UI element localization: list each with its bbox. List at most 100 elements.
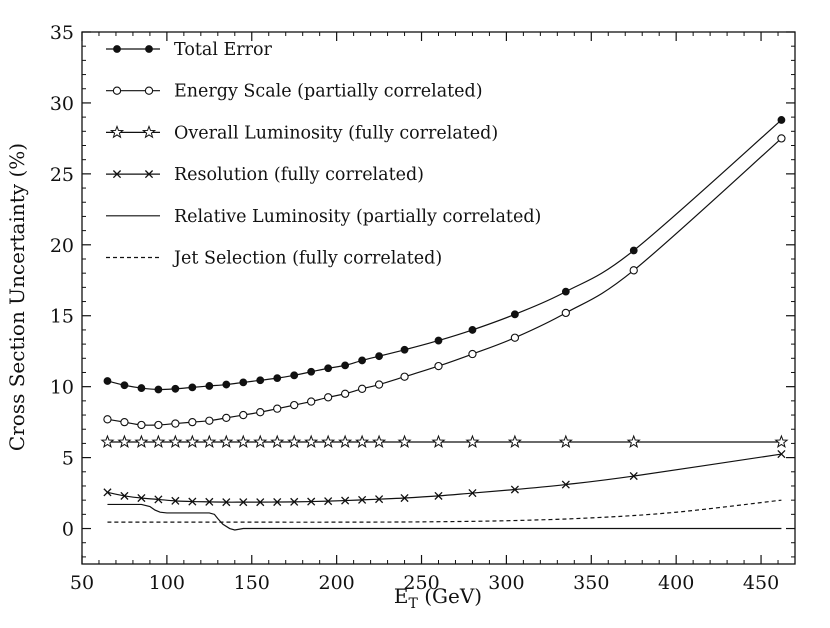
x-tick-label: 300	[488, 572, 524, 594]
legend: Total Error Energy Scale (partially corre…	[106, 40, 541, 269]
legend-label: Relative Luminosity (partially correlate…	[174, 207, 541, 227]
data-point	[358, 495, 367, 504]
data-point	[400, 372, 409, 381]
legend-entry: Energy Scale (partially correlated)	[106, 82, 483, 102]
data-point	[777, 134, 786, 143]
data-point	[357, 384, 367, 393]
data-point	[219, 434, 234, 449]
data-point	[341, 496, 350, 505]
data-point	[239, 498, 248, 507]
data-point	[468, 326, 477, 334]
legend-label: Overall Luminosity (fully correlated)	[174, 123, 498, 143]
x-tick-label: 400	[658, 572, 694, 594]
y-tick-label: 30	[50, 93, 74, 115]
data-point	[103, 415, 112, 424]
data-point	[205, 416, 214, 425]
y-tick-label: 25	[50, 164, 74, 186]
data-point	[324, 364, 333, 373]
data-point	[100, 434, 115, 449]
data-point	[507, 434, 522, 449]
data-point	[239, 378, 248, 387]
data-point	[120, 417, 129, 427]
data-point	[239, 410, 248, 420]
data-point	[561, 480, 570, 489]
data-point	[202, 434, 217, 449]
data-point	[290, 400, 299, 410]
data-point	[137, 493, 146, 503]
y-tick-label: 35	[50, 22, 74, 44]
legend-label: Jet Selection (fully correlated)	[172, 249, 442, 269]
data-point	[375, 352, 383, 361]
data-point	[120, 491, 129, 500]
legend-marker	[144, 170, 154, 179]
x-tick-label: 150	[234, 572, 270, 594]
data-point	[777, 449, 786, 459]
data-point	[561, 308, 570, 318]
x-tick-label: 350	[573, 572, 609, 594]
series-5	[107, 503, 782, 531]
y-tick-labels: 0 5 10 15 20 25 30 35	[50, 22, 74, 541]
legend-entry: Jet Selection (fully correlated)	[106, 249, 442, 269]
y-axis-title: Cross Section Uncertainty (%)	[5, 143, 29, 451]
data-point	[290, 371, 299, 380]
series-6	[107, 499, 782, 523]
data-point	[154, 385, 163, 394]
data-point	[468, 349, 477, 359]
data-point	[222, 498, 231, 507]
data-point	[629, 266, 638, 275]
x-tick-label: 200	[319, 572, 355, 594]
plot-frame	[81, 31, 796, 565]
legend-entry: Total Error	[106, 40, 273, 60]
data-point	[431, 434, 446, 449]
data-point	[134, 434, 149, 449]
data-point	[137, 384, 146, 392]
data-point	[168, 434, 183, 449]
data-point	[171, 419, 180, 428]
data-point	[270, 434, 285, 449]
data-point	[273, 404, 282, 413]
data-point	[307, 497, 316, 506]
series-3	[100, 434, 789, 449]
data-point	[151, 434, 166, 449]
data-point	[340, 389, 350, 398]
data-point	[154, 420, 163, 430]
data-point	[629, 246, 638, 255]
data-point	[171, 496, 180, 505]
data-point	[154, 495, 163, 504]
data-point	[273, 374, 282, 383]
data-point	[256, 498, 265, 507]
series-layer	[100, 116, 789, 531]
x-tick-label: 100	[149, 572, 185, 594]
data-point	[256, 408, 265, 417]
data-point	[397, 434, 412, 449]
y-tick-label: 10	[50, 377, 74, 399]
data-point	[434, 361, 443, 371]
data-point	[561, 287, 570, 296]
legend-entry: Overall Luminosity (fully correlated)	[106, 123, 498, 143]
data-point	[774, 434, 789, 449]
data-point	[120, 381, 129, 390]
legend-label: Total Error	[174, 40, 273, 60]
y-tick-label: 0	[62, 519, 74, 541]
legend-marker	[113, 45, 121, 53]
axis-ticks	[81, 31, 796, 564]
data-point	[185, 434, 200, 449]
series-4	[103, 449, 786, 507]
data-point	[137, 420, 146, 430]
data-point	[372, 434, 387, 449]
data-point	[253, 434, 268, 449]
data-point	[324, 497, 333, 506]
legend-label: Resolution (fully correlated)	[174, 165, 424, 185]
data-point	[374, 380, 384, 389]
x-tick-label: 450	[743, 572, 779, 594]
data-point	[171, 384, 180, 393]
data-point	[188, 497, 197, 506]
data-point	[358, 356, 367, 365]
data-point	[510, 310, 519, 319]
data-point	[338, 434, 353, 449]
data-point	[510, 333, 520, 342]
data-point	[777, 116, 786, 124]
data-point	[103, 488, 112, 497]
series-2	[103, 134, 786, 430]
